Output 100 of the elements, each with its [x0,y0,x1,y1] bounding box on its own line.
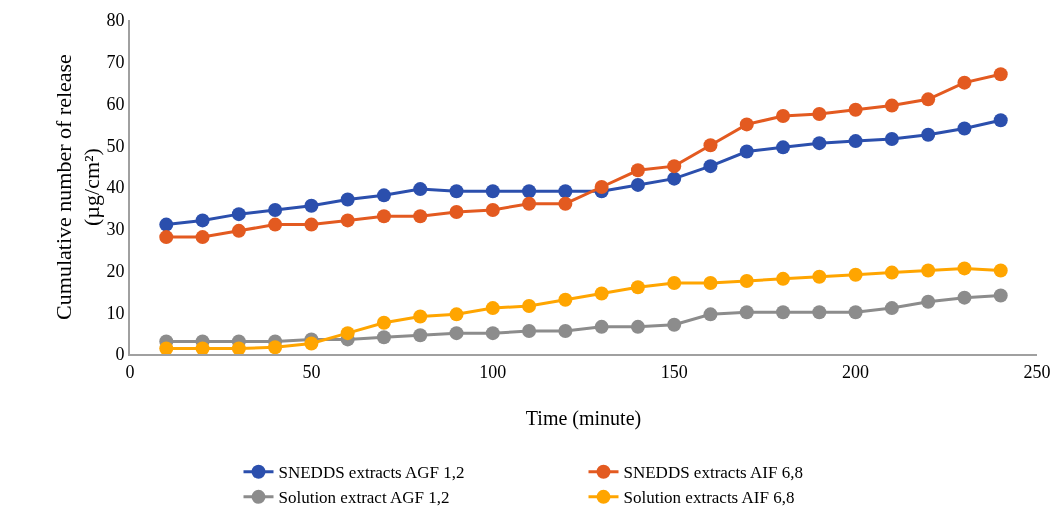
point [558,292,573,307]
x-axis-title: Time (minute) [525,407,642,430]
point [485,184,500,199]
point [304,336,319,351]
point [884,98,899,113]
point [159,341,174,354]
point [667,171,682,186]
point [485,301,500,316]
point [667,159,682,174]
y-tick-label: 80 [106,10,125,31]
y-tick-label: 30 [106,219,125,240]
point [594,319,609,334]
point [195,341,210,354]
point [703,276,718,291]
point [993,263,1008,278]
point [993,113,1008,128]
point [413,182,428,197]
point [776,271,791,286]
point [231,207,246,222]
point [449,307,464,322]
point [703,307,718,322]
point [848,134,863,149]
point [522,184,537,199]
point [340,326,355,341]
point [812,136,827,151]
point [449,326,464,341]
point [993,288,1008,303]
point [884,301,899,316]
point [776,305,791,320]
point [921,92,936,107]
point [703,138,718,153]
point [848,102,863,117]
legend-label: Solution extract AGF 1,2 [278,488,450,508]
point [739,144,754,159]
y-tick-label: 70 [106,52,125,73]
point [776,109,791,124]
point [268,340,283,354]
point [376,330,391,345]
y-tick-label: 0 [115,344,125,365]
point [485,326,500,341]
y-tick-label: 50 [106,135,125,156]
point [884,265,899,280]
point [522,196,537,211]
point [848,267,863,282]
point [812,305,827,320]
point [449,205,464,220]
x-tick-label: 200 [842,361,870,382]
legend-label: SNEDDS extracts AGF 1,2 [278,463,465,483]
y-tick-label: 20 [106,260,125,281]
point [739,273,754,288]
point [957,261,972,276]
point [812,106,827,121]
y-tick-label: 40 [106,177,125,198]
point [522,324,537,339]
point [522,298,537,313]
point [558,324,573,339]
point [630,280,645,295]
point [848,305,863,320]
x-tick-label: 250 [1023,361,1051,382]
point [739,117,754,132]
legend-label: Solution extracts AIF 6,8 [623,488,795,508]
point [159,217,174,232]
point [921,263,936,278]
point [485,202,500,217]
y-axis-title: Cumulative number of release (µg/cm²) [50,54,105,320]
point [884,131,899,146]
point [921,294,936,309]
point [268,217,283,232]
point [630,163,645,178]
point [812,269,827,284]
point [921,127,936,142]
point [195,213,210,228]
point [594,286,609,301]
point [231,341,246,354]
legend-label: SNEDDS extracts AIF 6,8 [623,463,803,483]
point [957,121,972,136]
y-tick-label: 10 [106,302,125,323]
point [594,180,609,194]
point [957,290,972,305]
point [630,319,645,334]
point [413,209,428,224]
point [195,230,210,245]
point [376,209,391,224]
point [993,67,1008,82]
point [376,188,391,203]
x-tick-label: 100 [479,361,507,382]
point [304,217,319,232]
point [957,75,972,90]
point [376,315,391,330]
x-tick-label: 50 [302,361,321,382]
point [558,184,573,199]
point [630,177,645,192]
point [268,202,283,217]
point [340,213,355,228]
point [776,140,791,155]
point [449,184,464,199]
point [304,198,319,213]
point [558,196,573,211]
point [340,192,355,207]
point [231,223,246,238]
